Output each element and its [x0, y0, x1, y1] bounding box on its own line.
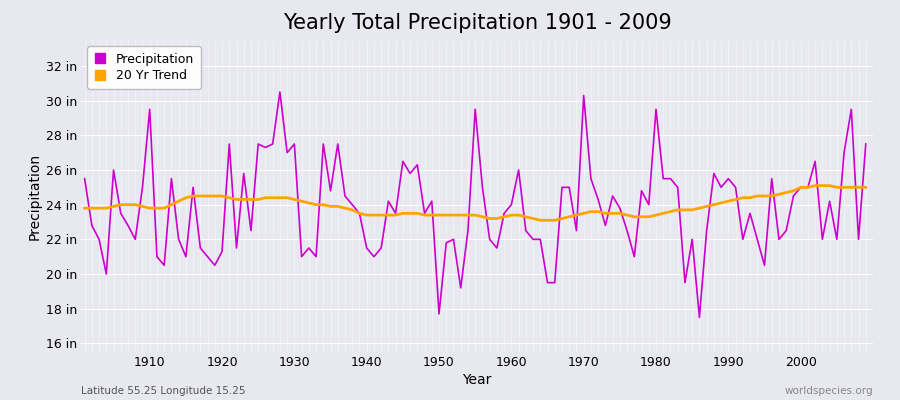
20 Yr Trend: [499, 214, 509, 219]
Legend: Precipitation, 20 Yr Trend: Precipitation, 20 Yr Trend: [87, 46, 201, 88]
Text: worldspecies.org: worldspecies.org: [785, 386, 873, 396]
20 Yr Trend: [296, 199, 307, 204]
Precipitation: [274, 90, 285, 94]
20 Yr Trend: [339, 206, 350, 210]
Precipitation: [513, 168, 524, 172]
Precipitation: [600, 223, 611, 228]
20 Yr Trend: [860, 185, 871, 190]
20 Yr Trend: [137, 204, 148, 209]
Y-axis label: Precipitation: Precipitation: [27, 152, 41, 240]
Precipitation: [346, 202, 357, 207]
20 Yr Trend: [600, 211, 611, 216]
Precipitation: [79, 176, 90, 181]
20 Yr Trend: [79, 206, 90, 210]
X-axis label: Year: Year: [463, 373, 491, 387]
20 Yr Trend: [810, 183, 821, 188]
20 Yr Trend: [506, 213, 517, 218]
Line: 20 Yr Trend: 20 Yr Trend: [85, 186, 866, 220]
Title: Yearly Total Precipitation 1901 - 2009: Yearly Total Precipitation 1901 - 2009: [283, 13, 671, 33]
Precipitation: [694, 315, 705, 320]
Precipitation: [860, 142, 871, 146]
Precipitation: [303, 246, 314, 250]
Precipitation: [506, 202, 517, 207]
Line: Precipitation: Precipitation: [85, 92, 866, 317]
Text: Latitude 55.25 Longitude 15.25: Latitude 55.25 Longitude 15.25: [81, 386, 246, 396]
20 Yr Trend: [535, 218, 545, 223]
Precipitation: [137, 185, 148, 190]
